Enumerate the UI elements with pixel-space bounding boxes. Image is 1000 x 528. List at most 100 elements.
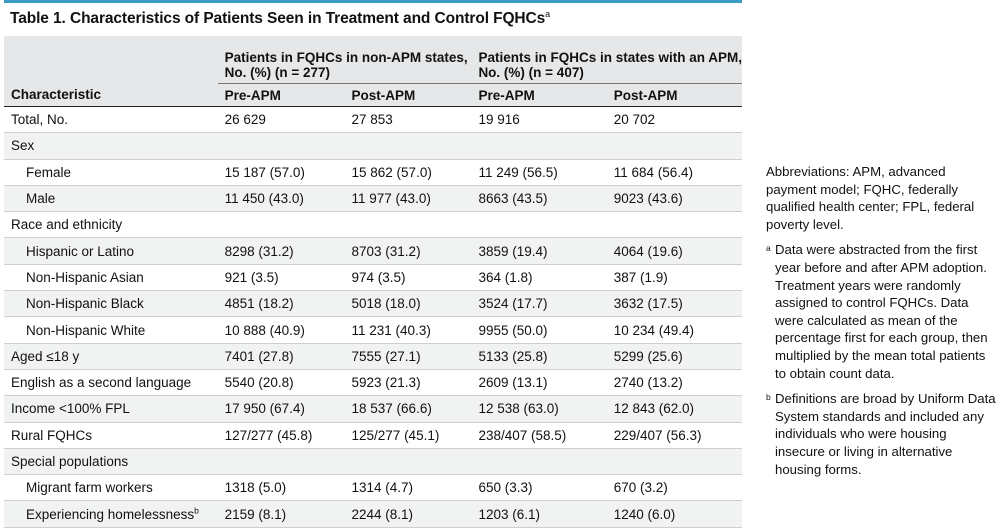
header-non-apm-post: Post-APM	[344, 83, 472, 107]
table-cell	[344, 448, 472, 476]
row-label: Male	[4, 185, 218, 213]
table-cell	[344, 211, 472, 239]
row-label-text: Migrant farm workers	[26, 480, 153, 496]
table-row: Female 15 187 (57.0) 15 862 (57.0) 11 249 (…	[4, 159, 742, 186]
abbreviations-note: Abbreviations: APM, advanced payment mod…	[766, 164, 975, 232]
table-row: English as a second language 5540 (20.8) 5…	[4, 369, 742, 397]
row-label-text: Total, No.	[11, 112, 69, 128]
table-cell: 125/277 (45.1)	[344, 422, 472, 449]
table-cell: 19 916	[471, 106, 607, 134]
table-title-bar: Table 1. Characteristics of Patients See…	[4, 0, 742, 36]
table-cell: 12 843 (62.0)	[606, 395, 742, 423]
table-cell: 11 450 (43.0)	[217, 185, 345, 213]
table-cell: 11 231 (40.3)	[344, 316, 472, 344]
row-label: Race and ethnicity	[4, 211, 218, 239]
table-cell: 650 (3.3)	[471, 474, 607, 502]
table-row: Aged ≤18 y 7401 (27.8) 7555 (27.1) 5133 (25…	[4, 343, 742, 370]
table-cell: 3524 (17.7)	[471, 290, 607, 318]
row-label-text: Non-Hispanic Asian	[26, 269, 144, 285]
table-title-text: Table 1. Characteristics of Patients See…	[10, 10, 546, 28]
row-label: Hispanic or Latino	[4, 237, 218, 265]
row-label: Aged ≤18 y	[4, 343, 218, 370]
table-cell: 127/277 (45.8)	[217, 422, 345, 449]
table-row: Male 11 450 (43.0) 11 977 (43.0) 8663 (43.5…	[4, 185, 742, 213]
table-body: Total, No. 26 629 27 853 19 916 20 702 Sex Fem…	[4, 106, 742, 528]
row-label: Migrant farm workers	[4, 474, 218, 502]
row-label-text: Female	[26, 164, 72, 180]
footnote-a-mark: a	[766, 243, 771, 254]
table-cell: 26 629	[217, 106, 345, 134]
table-cell	[217, 448, 345, 476]
row-label: Female	[4, 159, 218, 186]
row-label-text: Male	[26, 191, 56, 207]
table-cell: 229/407 (56.3)	[606, 422, 742, 449]
header-group-non-apm: Patients in FQHCs in non-APM states, No.…	[217, 36, 472, 84]
table-cell: 9955 (50.0)	[471, 316, 607, 344]
table-cell: 1318 (5.0)	[217, 474, 345, 502]
row-label: Non-Hispanic Black	[4, 290, 218, 318]
table-cell: 11 249 (56.5)	[471, 159, 607, 186]
table-row: Non-Hispanic Asian 921 (3.5) 974 (3.5) 364 …	[4, 264, 742, 292]
title-footnote-mark: a	[545, 9, 551, 19]
table-cell	[471, 448, 607, 476]
table-cell: 3859 (19.4)	[471, 237, 607, 265]
table-cell: 8663 (43.5)	[471, 185, 607, 213]
table-cell	[217, 211, 345, 239]
row-label: Rural FQHCs	[4, 422, 218, 449]
table-cell: 7401 (27.8)	[217, 343, 345, 370]
table-cell: 5540 (20.8)	[217, 369, 345, 397]
row-label-text: Income <100% FPL	[11, 401, 130, 417]
table-cell: 11 684 (56.4)	[606, 159, 742, 186]
row-label-text: Special populations	[11, 454, 129, 469]
row-label-text: Race and ethnicity	[11, 217, 123, 233]
table-cell: 238/407 (58.5)	[471, 422, 607, 449]
table-cell: 8298 (31.2)	[217, 237, 345, 265]
footnote-b-mark: b	[766, 392, 771, 403]
row-footnote-mark: b	[194, 505, 199, 516]
row-label: Special populations	[4, 448, 218, 476]
table-cell: 11 977 (43.0)	[344, 185, 472, 213]
table-cell	[606, 211, 742, 239]
row-label: Experiencing homelessnessb	[4, 500, 218, 528]
header-characteristic: Characteristic	[4, 83, 218, 107]
table-cell: 17 950 (67.4)	[217, 395, 345, 423]
table-cell: 5018 (18.0)	[344, 290, 472, 318]
header-group-apm: Patients in FQHCs in states with an APM,…	[471, 36, 742, 84]
header-group-non-apm-line1: Patients in FQHCs in non-APM states,	[224, 50, 468, 65]
row-label-text: Hispanic or Latino	[26, 243, 135, 259]
table-cell: 921 (3.5)	[217, 264, 345, 292]
footnote-b-text: Definitions are broad by Uniform Data Sy…	[775, 391, 996, 477]
table-cell: 8703 (31.2)	[344, 237, 472, 265]
header-group-non-apm-line2: No. (%) (n = 277)	[224, 65, 330, 80]
table-cell: 4851 (18.2)	[217, 290, 345, 318]
table-row: Experiencing homelessnessb 2159 (8.1) 2244…	[4, 500, 742, 528]
table-row: Total, No. 26 629 27 853 19 916 20 702	[4, 106, 742, 134]
table-cell	[471, 211, 607, 239]
row-label-text: Aged ≤18 y	[11, 348, 80, 364]
row-label-text: Non-Hispanic Black	[26, 296, 144, 312]
row-label: Total, No.	[4, 106, 218, 134]
table-cell	[606, 448, 742, 476]
table-row: Migrant farm workers 1318 (5.0) 1314 (4.7)…	[4, 474, 742, 502]
table-cell: 1240 (6.0)	[606, 500, 742, 528]
table-row: Rural FQHCs 127/277 (45.8) 125/277 (45.1) 2…	[4, 422, 742, 449]
table-cell	[471, 132, 607, 160]
table-title: Table 1. Characteristics of Patients See…	[10, 9, 550, 28]
header-group-apm-line1: Patients in FQHCs in states with an APM,	[478, 50, 742, 65]
row-label: Sex	[4, 132, 218, 160]
table-cell	[217, 132, 345, 160]
table-cell: 3632 (17.5)	[606, 290, 742, 318]
table-cell: 1314 (4.7)	[344, 474, 472, 502]
table-cell: 5133 (25.8)	[471, 343, 607, 370]
table-cell: 15 862 (57.0)	[344, 159, 472, 186]
table-cell: 7555 (27.1)	[344, 343, 472, 370]
table-cell: 387 (1.9)	[606, 264, 742, 292]
header-blank	[4, 36, 218, 84]
table-row: Special populations	[4, 448, 742, 476]
table-cell: 974 (3.5)	[344, 264, 472, 292]
row-label: Income <100% FPL	[4, 395, 218, 423]
header-apm-post: Post-APM	[606, 83, 742, 107]
row-label: English as a second language	[4, 369, 218, 397]
table-cell: 18 537 (66.6)	[344, 395, 472, 423]
footnote-a-text: Data were abstracted from the first year…	[775, 242, 988, 381]
